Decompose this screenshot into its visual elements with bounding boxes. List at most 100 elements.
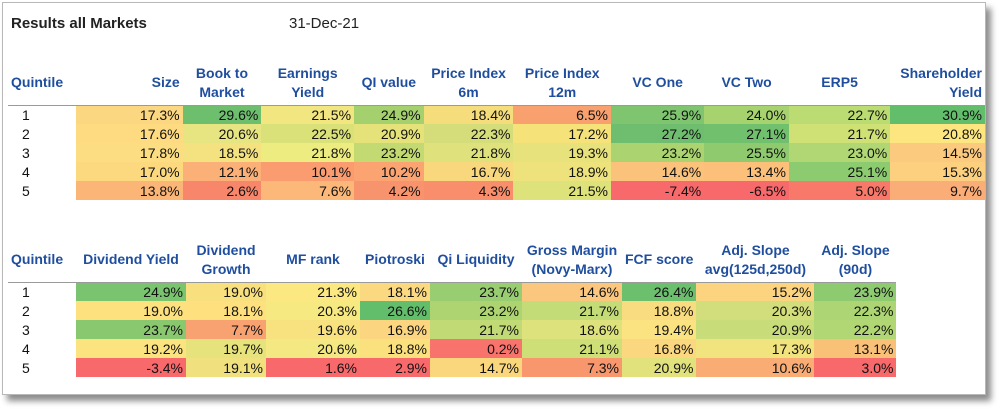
value-cell: -3.4%: [76, 358, 186, 377]
value-cell: 19.0%: [76, 301, 186, 320]
value-cell: 21.7%: [522, 301, 622, 320]
value-cell: 23.7%: [430, 282, 522, 301]
value-cell: 0.2%: [430, 339, 522, 358]
value-cell: 21.5%: [513, 181, 612, 200]
value-cell: 2.9%: [360, 358, 430, 377]
quintile-cell: 5: [22, 182, 30, 199]
value-cell: 27.2%: [611, 124, 705, 143]
value-cell: 3.0%: [814, 358, 897, 377]
column-header: VC Two: [704, 61, 789, 106]
value-cell: 16.9%: [360, 320, 430, 339]
value-cell: 17.3%: [75, 105, 183, 124]
value-cell: 7.7%: [186, 320, 266, 339]
table-row: 4 17.0% 12.1% 10.1% 10.2% 16.7% 18.9% 14…: [8, 162, 985, 181]
value-cell: 21.8%: [423, 143, 514, 162]
column-header: ERP5: [788, 61, 891, 106]
value-cell: 30.9%: [890, 105, 985, 124]
table-row: 2 19.0% 18.1% 20.3% 26.6% 23.2% 21.7% 18…: [8, 301, 897, 320]
value-cell: 17.0%: [75, 162, 183, 181]
table-row: 4 19.2% 19.7% 20.6% 18.8% 0.2% 21.1% 16.…: [8, 339, 897, 358]
value-cell: 20.6%: [182, 124, 262, 143]
value-cell: 13.1%: [814, 339, 897, 358]
quintile-cell: 2: [22, 125, 30, 142]
column-header: Dividend Yield: [76, 238, 186, 283]
value-cell: 20.9%: [354, 124, 424, 143]
value-cell: 18.8%: [360, 339, 430, 358]
value-cell: 18.1%: [360, 282, 430, 301]
value-cell: 23.0%: [788, 143, 891, 162]
value-cell: -6.5%: [704, 181, 789, 200]
table-row: 3 23.7% 7.7% 19.6% 16.9% 21.7% 18.6% 19.…: [8, 320, 897, 339]
value-cell: 19.2%: [76, 339, 186, 358]
value-cell: 21.1%: [522, 339, 622, 358]
value-cell: 25.5%: [704, 143, 789, 162]
value-cell: 29.6%: [182, 105, 262, 124]
value-cell: 16.8%: [622, 339, 697, 358]
value-cell: 18.8%: [622, 301, 697, 320]
value-cell: 24.0%: [704, 105, 789, 124]
column-header: Dividend Growth: [186, 238, 266, 283]
column-header: VC One: [611, 61, 705, 106]
value-cell: 23.9%: [814, 282, 897, 301]
value-cell: 25.1%: [788, 162, 891, 181]
column-header: Quintile: [8, 238, 76, 283]
value-cell: 20.9%: [696, 320, 815, 339]
quintile-cell: 4: [22, 163, 30, 180]
quintile-cell: 1: [22, 106, 30, 123]
value-cell: 14.7%: [430, 358, 522, 377]
value-cell: 2.6%: [182, 181, 262, 200]
quintile-cell: 2: [22, 302, 30, 319]
column-header: Shareholder Yield: [890, 61, 985, 106]
value-cell: 23.7%: [76, 320, 186, 339]
value-cell: 20.6%: [266, 339, 360, 358]
value-cell: 4.3%: [423, 181, 514, 200]
value-cell: 25.9%: [611, 105, 705, 124]
value-cell: 23.2%: [354, 143, 424, 162]
value-cell: 22.3%: [814, 301, 897, 320]
quintile-cell: 1: [22, 283, 30, 300]
value-cell: 20.3%: [696, 301, 815, 320]
report-date: 31-Dec-21: [289, 15, 360, 32]
value-cell: 18.4%: [423, 105, 514, 124]
value-cell: 14.6%: [522, 282, 622, 301]
column-header: Book to Market: [182, 61, 262, 106]
column-header: Gross Margin (Novy-Marx): [522, 238, 622, 283]
table-row: 1 24.9% 19.0% 21.3% 18.1% 23.7% 14.6% 26…: [8, 282, 897, 301]
value-cell: 10.1%: [261, 162, 355, 181]
column-header: Qi Liquidity: [430, 238, 522, 283]
value-cell: 10.6%: [696, 358, 815, 377]
value-cell: 21.7%: [788, 124, 891, 143]
value-cell: 23.2%: [430, 301, 522, 320]
column-header: FCF score: [622, 238, 697, 283]
value-cell: 1.6%: [266, 358, 360, 377]
value-cell: 21.7%: [430, 320, 522, 339]
value-cell: 17.2%: [513, 124, 612, 143]
value-cell: 20.9%: [622, 358, 697, 377]
value-cell: 26.4%: [622, 282, 697, 301]
value-cell: 12.1%: [182, 162, 262, 181]
value-cell: 17.6%: [75, 124, 183, 143]
value-cell: 7.3%: [522, 358, 622, 377]
value-cell: -7.4%: [611, 181, 705, 200]
value-cell: 4.2%: [354, 181, 424, 200]
column-header: Price Index 6m: [423, 61, 514, 106]
value-cell: 13.8%: [75, 181, 183, 200]
value-cell: 17.8%: [75, 143, 183, 162]
value-cell: 21.3%: [266, 282, 360, 301]
value-cell: 16.7%: [423, 162, 514, 181]
value-cell: 19.1%: [186, 358, 266, 377]
quintile-cell: 5: [22, 359, 30, 376]
value-cell: 14.6%: [611, 162, 705, 181]
value-cell: 17.3%: [696, 339, 815, 358]
value-cell: 19.4%: [622, 320, 697, 339]
results-table-2: Quintile Dividend Yield Dividend Growth …: [8, 238, 897, 377]
value-cell: 15.2%: [696, 282, 815, 301]
column-header: Earnings Yield: [261, 61, 355, 106]
quintile-cell: 3: [22, 321, 30, 338]
value-cell: 9.7%: [890, 181, 985, 200]
table-row: 2 17.6% 20.6% 22.5% 20.9% 22.3% 17.2% 27…: [8, 124, 985, 143]
value-cell: 18.9%: [513, 162, 612, 181]
column-header: Piotroski: [360, 238, 430, 283]
quintile-cell: 3: [22, 144, 30, 161]
table-row: 5 13.8% 2.6% 7.6% 4.2% 4.3% 21.5% -7.4% …: [8, 181, 985, 200]
